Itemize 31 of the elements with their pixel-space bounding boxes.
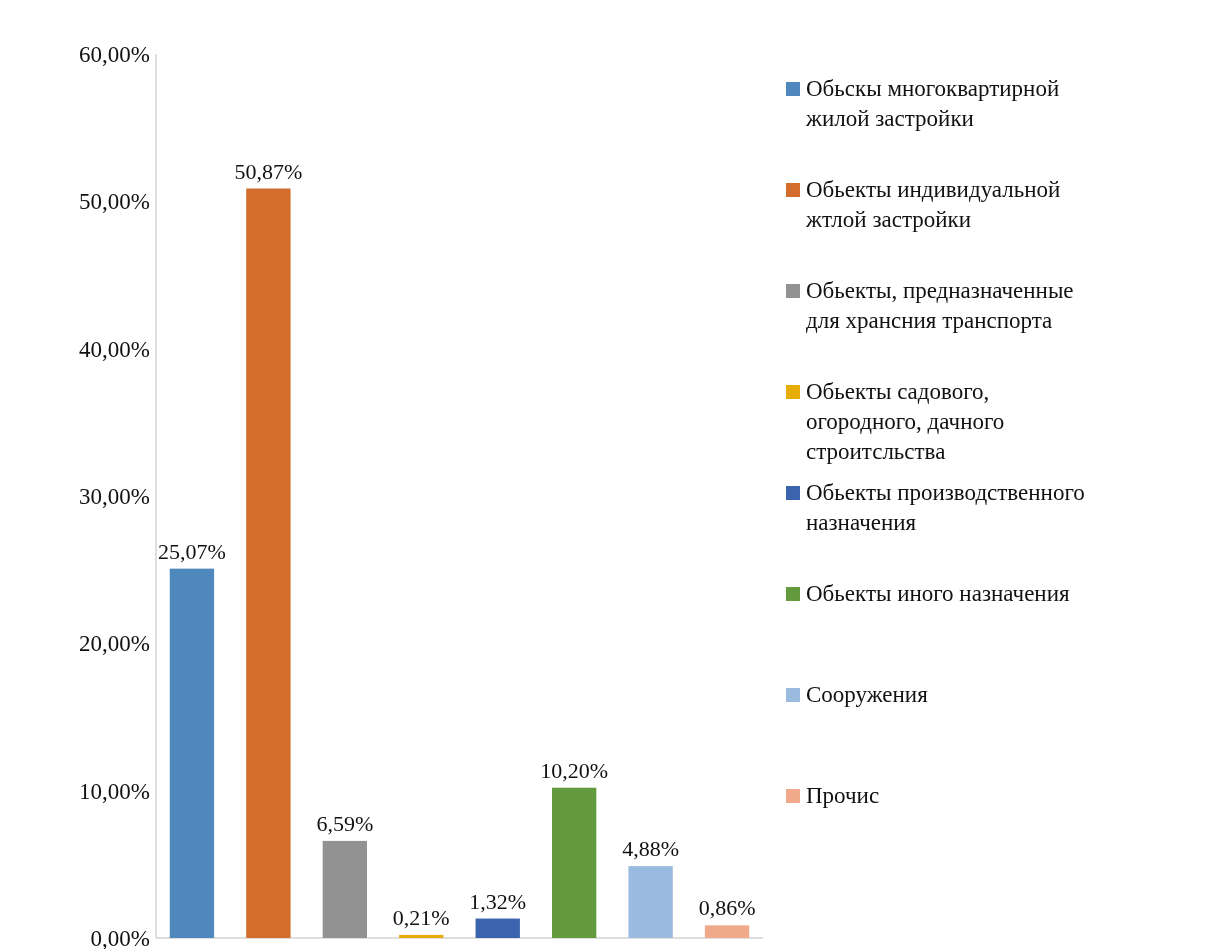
bar — [246, 188, 291, 938]
y-tick-label: 10,00% — [79, 778, 150, 804]
legend-label: Обьекты иного назначения — [806, 581, 1070, 606]
bar — [628, 866, 673, 938]
y-tick-label: 60,00% — [79, 42, 150, 68]
legend-label: Обьекты производственного назначения — [806, 480, 1085, 535]
legend-label: Обьекты, предназначенные для хрансния транспорта — [806, 278, 1074, 333]
data-label: 10,20% — [540, 757, 609, 783]
data-label: 1,32% — [469, 888, 527, 914]
bar — [475, 918, 520, 938]
legend-label: Сооружения — [806, 682, 929, 707]
legend-label: Обьекты садового, огородного, дачного строитсльства — [806, 379, 1005, 464]
data-label: 0,21% — [392, 904, 450, 930]
bar — [169, 568, 215, 938]
legend-label: Обьекты индивидуальной жтлой застройки — [805, 177, 1061, 232]
bar — [704, 925, 750, 938]
legend-label: Обьскы многоквартирной жилой застройки — [805, 76, 1060, 131]
y-tick-label: 20,00% — [79, 631, 150, 657]
y-tick-label: 0,00% — [90, 926, 150, 949]
y-tick-label: 30,00% — [79, 484, 150, 510]
y-tick-label: 50,00% — [79, 189, 150, 215]
bar — [552, 787, 597, 938]
bar — [322, 840, 367, 938]
data-label: 50,87% — [234, 158, 303, 184]
bar — [399, 934, 444, 938]
legend-label: Прочис — [806, 783, 880, 808]
data-label: 0,86% — [698, 895, 756, 921]
data-label: 4,88% — [622, 836, 680, 862]
y-tick-label: 40,00% — [79, 336, 150, 362]
data-label: 25,07% — [158, 538, 226, 564]
data-label: 6,59% — [316, 810, 374, 836]
